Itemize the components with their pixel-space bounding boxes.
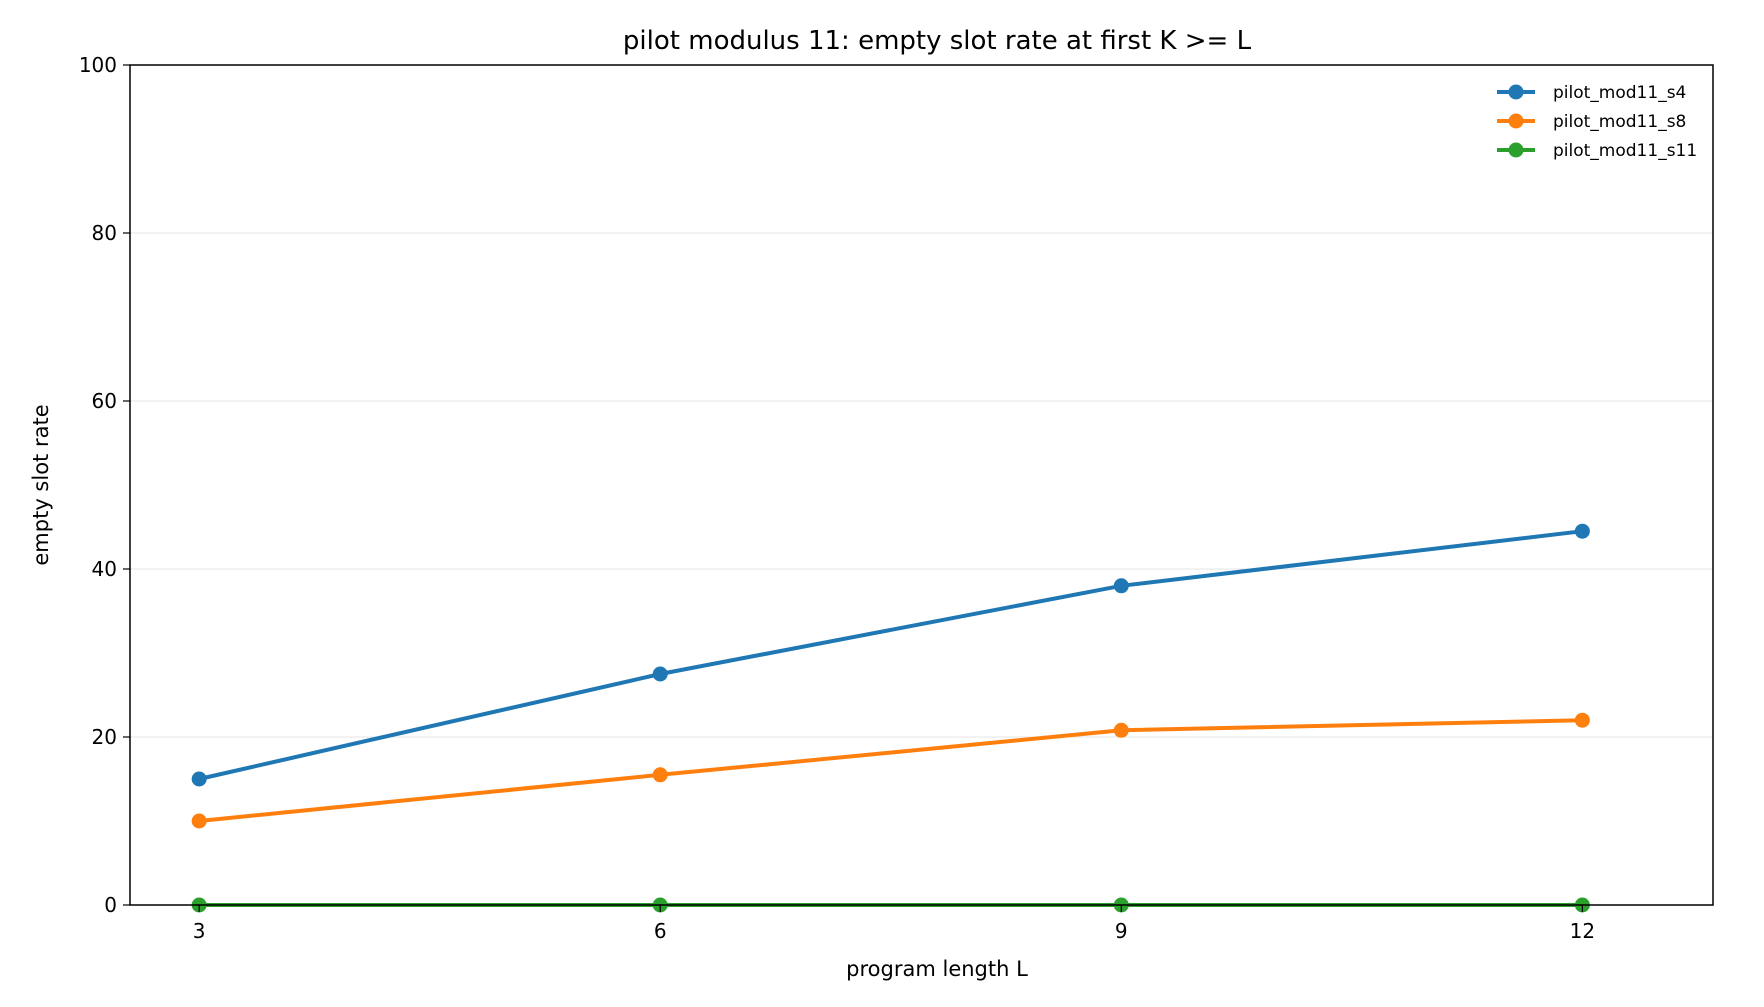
data-point <box>191 813 207 829</box>
series-line <box>197 718 1585 823</box>
data-point <box>1113 722 1129 738</box>
y-tick-label: 100 <box>79 53 117 77</box>
data-point <box>652 767 668 783</box>
series-pilot_mod11_s8 <box>191 712 1590 829</box>
legend-item: pilot_mod11_s8 <box>1497 112 1686 132</box>
x-axis-label: program length L <box>846 957 1028 981</box>
plot-frame <box>129 64 1714 906</box>
data-point <box>1574 712 1590 728</box>
data-point <box>652 666 668 682</box>
y-tick-label: 60 <box>92 389 117 413</box>
data-point <box>1574 523 1590 539</box>
y-tick-label: 20 <box>92 725 117 749</box>
y-tick-label: 80 <box>92 221 117 245</box>
legend-label: pilot_mod11_s11 <box>1553 141 1697 161</box>
data-point <box>1113 578 1129 594</box>
legend-marker <box>1508 113 1524 129</box>
x-tick-label: 12 <box>1570 919 1595 943</box>
chart-title: pilot modulus 11: empty slot rate at fir… <box>623 26 1252 56</box>
series-layer <box>191 523 1590 913</box>
legend-label: pilot_mod11_s8 <box>1553 112 1686 132</box>
y-axis-label: empty slot rate <box>29 404 53 565</box>
series-pilot_mod11_s4 <box>191 523 1590 787</box>
legend-label: pilot_mod11_s4 <box>1553 83 1686 103</box>
legend-item: pilot_mod11_s11 <box>1497 141 1697 161</box>
x-tick-label: 9 <box>1115 919 1128 943</box>
y-axis-ticks: 0 20 40 60 80 100 <box>79 53 130 917</box>
y-tick-label: 40 <box>92 557 117 581</box>
legend: pilot_mod11_s4 pilot_mod11_s8 pilot_mod11_… <box>1497 83 1697 161</box>
x-axis-ticks: 3 6 9 12 <box>193 905 1595 943</box>
legend-marker <box>1508 84 1524 100</box>
series-line <box>197 529 1585 781</box>
x-tick-label: 6 <box>654 919 667 943</box>
data-point <box>191 771 207 787</box>
y-tick-label: 0 <box>104 893 117 917</box>
x-tick-label: 3 <box>193 919 206 943</box>
gridlines <box>130 232 1713 738</box>
legend-item: pilot_mod11_s4 <box>1497 83 1686 103</box>
legend-marker <box>1508 142 1524 158</box>
